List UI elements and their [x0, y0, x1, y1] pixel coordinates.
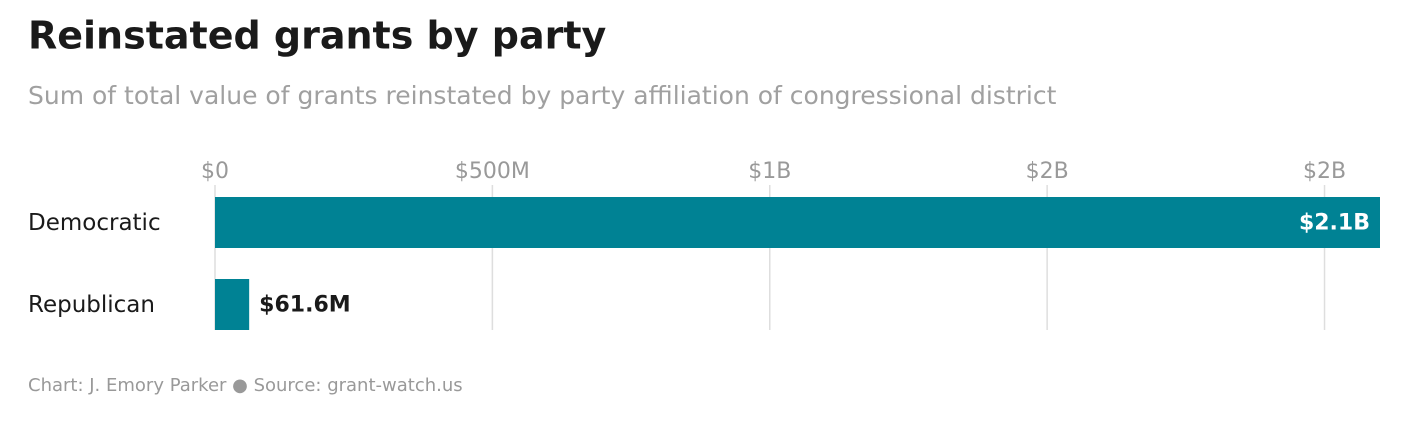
- chart-title: Reinstated grants by party: [28, 14, 607, 58]
- bar: [215, 197, 1380, 248]
- x-tick-label: $500M: [455, 159, 530, 184]
- category-label: Republican: [28, 292, 155, 318]
- bar: [215, 279, 250, 330]
- x-tick-label: $1B: [748, 159, 791, 184]
- source-note: Chart: J. Emory Parker ● Source: grant-w…: [28, 375, 463, 396]
- x-tick-label: $2B: [1303, 159, 1346, 184]
- x-tick-label: $2B: [1026, 159, 1069, 184]
- category-label: Democratic: [28, 210, 161, 236]
- x-tick-label: $0: [201, 159, 229, 184]
- value-label: $61.6M: [259, 293, 350, 318]
- value-label: $2.1B: [1299, 211, 1370, 236]
- chart-subtitle: Sum of total value of grants reinstated …: [28, 81, 1057, 110]
